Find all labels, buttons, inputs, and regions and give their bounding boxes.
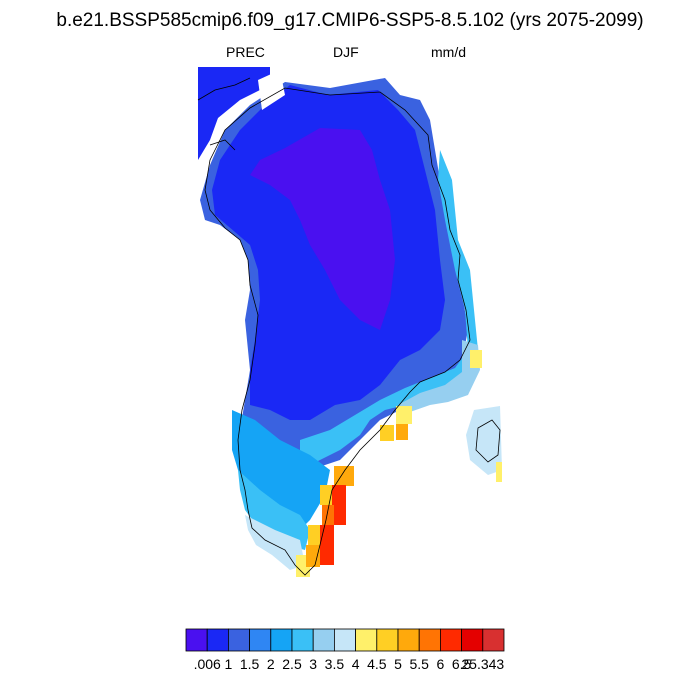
colorbar-tick-label: 1.5 xyxy=(240,656,260,672)
cell-yellow-1 xyxy=(396,406,412,424)
cell-red-2 xyxy=(320,525,334,565)
colorbar-box xyxy=(206,628,229,652)
colorbar-box xyxy=(227,628,250,652)
field-south-blue xyxy=(232,410,330,530)
field-south-light-blue xyxy=(238,470,310,550)
colorbar-box xyxy=(418,628,441,652)
units-label: mm/d xyxy=(431,44,466,60)
colorbar-tick-label: 4.5 xyxy=(367,656,387,672)
colorbar-tick-label: 6 xyxy=(437,656,445,672)
colorbar-box xyxy=(355,628,378,652)
colorbar-boxes xyxy=(185,628,505,652)
coastline xyxy=(204,87,471,576)
field-iceland-pale xyxy=(466,406,502,475)
cell-orange-4 xyxy=(306,545,320,567)
colorbar-box xyxy=(249,628,272,652)
cell-yellow-3 xyxy=(380,425,394,441)
field-south-pale xyxy=(245,515,305,570)
variable-label: PREC xyxy=(226,44,265,60)
colorbar-box xyxy=(333,628,356,652)
colorbar-box xyxy=(291,628,314,652)
colorbar-tick-label: .006 xyxy=(194,656,221,672)
colorbar-tick-label: 5 xyxy=(394,656,402,672)
season-label: DJF xyxy=(333,44,359,60)
cell-gold-1 xyxy=(320,485,334,505)
colorbar-tick-label: 25.343 xyxy=(461,656,504,672)
plot-title: b.e21.BSSP585cmip6.f09_g17.CMIP6-SSP5-8.… xyxy=(56,10,644,31)
cell-orange-1 xyxy=(396,424,408,440)
colorbar-box xyxy=(439,628,462,652)
cell-iceland-yellow xyxy=(496,462,502,482)
coastline-iceland xyxy=(475,419,501,463)
colorbar-tick-label: 5.5 xyxy=(409,656,429,672)
cell-orange-3 xyxy=(322,505,334,525)
colorbar-box xyxy=(185,628,208,652)
cell-orange-2 xyxy=(334,466,354,486)
colorbar-box xyxy=(397,628,420,652)
cell-red-1 xyxy=(332,485,346,525)
colorbar-box xyxy=(312,628,335,652)
coastline-nw-islands xyxy=(197,77,251,151)
colorbar-box xyxy=(270,628,293,652)
colorbar-tick-label: 1 xyxy=(225,656,233,672)
colorbar-box xyxy=(376,628,399,652)
colorbar-tick-label: 3.5 xyxy=(325,656,345,672)
colorbar-tick-label: 6.5 xyxy=(452,656,472,672)
colorbar-box xyxy=(461,628,484,652)
cell-yellow-2 xyxy=(470,350,482,368)
field-east-pale-blue xyxy=(398,340,480,412)
field-dark-blue-nw xyxy=(198,67,270,160)
colorbar-tick-label: 2.5 xyxy=(282,656,302,672)
colorbar-labels: .006 1 1.5 2 2.5 3 3.5 4 4.5 5 5.5 6 6.525.343 xyxy=(194,656,505,672)
colorbar-tick-label: 2 xyxy=(267,656,275,672)
field-violet-core xyxy=(250,128,395,330)
colorbar-tick-label: 4 xyxy=(352,656,360,672)
colorbar-box xyxy=(482,628,505,652)
colorbar-tick-label: 3 xyxy=(309,656,317,672)
